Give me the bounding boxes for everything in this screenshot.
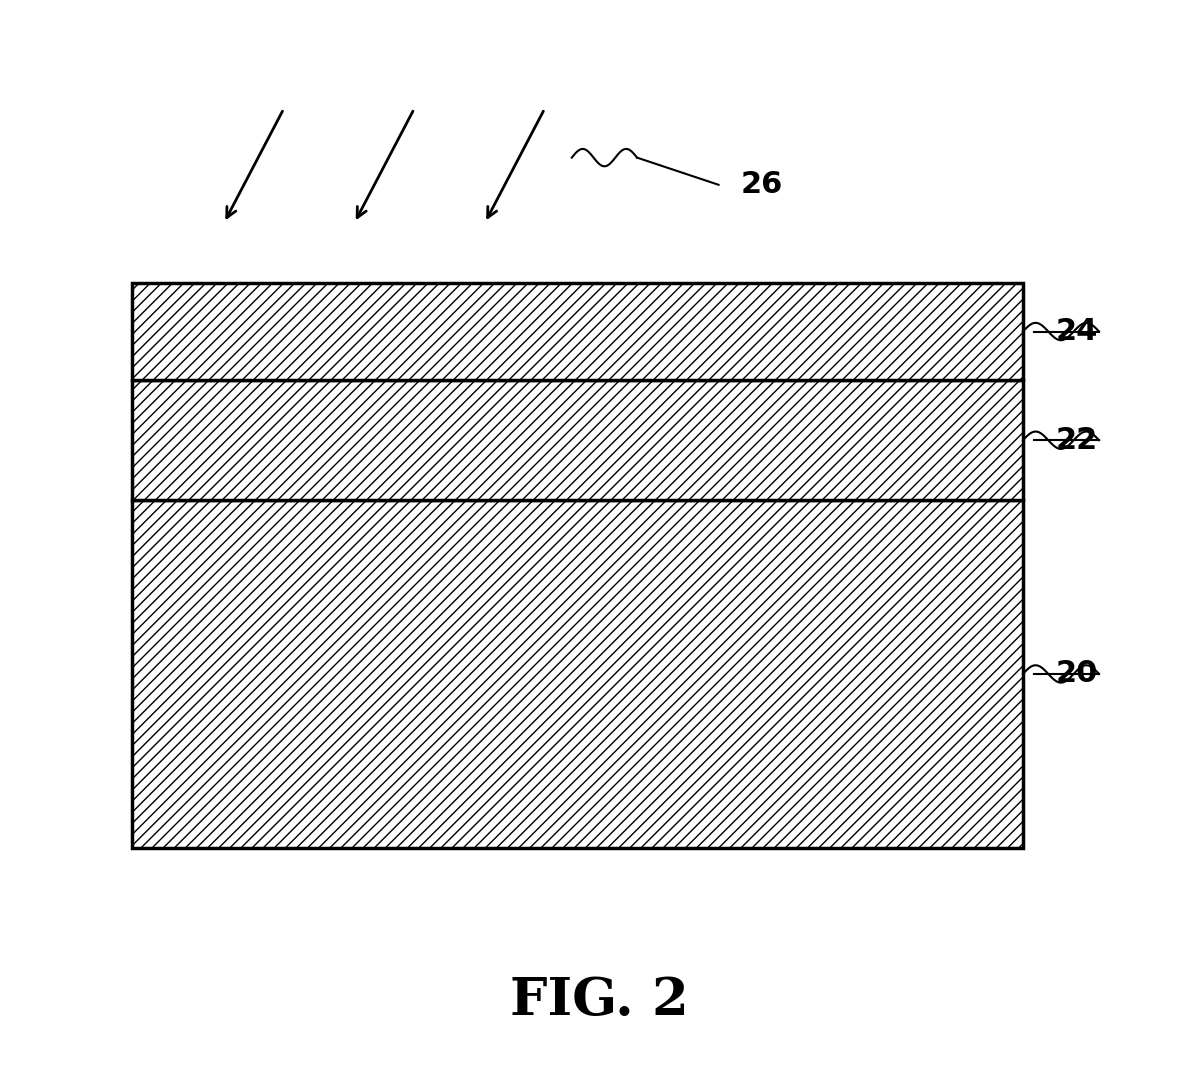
Bar [132, 500, 1023, 848]
Text: FIG. 2: FIG. 2 [509, 975, 689, 1025]
Text: 22: 22 [1055, 426, 1097, 454]
Text: 24: 24 [1055, 317, 1097, 346]
Text: 20: 20 [1055, 660, 1097, 688]
Bar [132, 283, 1023, 380]
Text: 26: 26 [740, 171, 782, 199]
Bar [132, 380, 1023, 500]
